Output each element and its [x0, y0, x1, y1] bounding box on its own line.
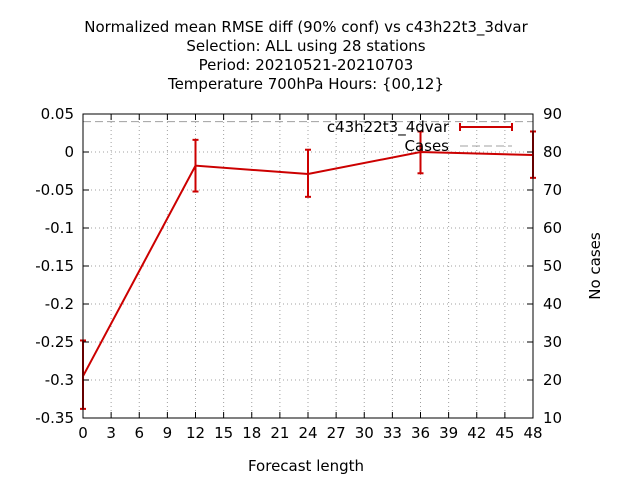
y-tick-label: -0.15: [35, 257, 74, 275]
x-tick-label: 6: [134, 424, 144, 442]
x-tick-label: 0: [78, 424, 88, 442]
y-tick-label: -0.2: [45, 295, 74, 313]
x-tick-label: 27: [327, 424, 346, 442]
y2-tick-label: 20: [543, 371, 562, 389]
y-tick-label: -0.1: [45, 219, 74, 237]
y-tick-label: -0.05: [35, 181, 74, 199]
x-tick-label: 48: [523, 424, 542, 442]
x-tick-label: 39: [439, 424, 458, 442]
x-tick-label: 30: [355, 424, 374, 442]
title-line: Temperature 700hPa Hours: {00,12}: [167, 75, 444, 93]
x-tick-label: 21: [270, 424, 289, 442]
x-tick-label: 24: [298, 424, 317, 442]
y-axis-left: 0.05 0 -0.05 -0.1 -0.15 -0.2 -0.25 -0.3 -0.35: [35, 105, 89, 427]
x-tick-label: 15: [214, 424, 233, 442]
y2-tick-label: 50: [543, 257, 562, 275]
title-line: Period: 20210521-20210703: [199, 56, 414, 74]
y2-tick-label: 10: [543, 409, 562, 427]
y-axis-right: 90 80 70 60 50 40 30 20 10: [527, 105, 562, 427]
y2-tick-label: 30: [543, 333, 562, 351]
x-tick-label: 3: [106, 424, 116, 442]
y-tick-label: 0.05: [41, 105, 74, 123]
chart-title: Normalized mean RMSE diff (90% conf) vs …: [84, 18, 528, 93]
x-tick-label: 45: [495, 424, 514, 442]
x-axis: 0 3 6 9 12 15 18 21 24 27 30 33 36 39 42 45 48: [78, 114, 543, 442]
y-tick-label: 0: [64, 143, 74, 161]
x-axis-label: Forecast length: [248, 457, 364, 475]
y-tick-label: -0.3: [45, 371, 74, 389]
x-tick-label: 42: [467, 424, 486, 442]
y-tick-label: -0.35: [35, 409, 74, 427]
y2-tick-label: 80: [543, 143, 562, 161]
legend-label: Cases: [404, 137, 449, 155]
title-line: Selection: ALL using 28 stations: [186, 37, 425, 55]
x-tick-label: 18: [242, 424, 261, 442]
x-tick-label: 33: [383, 424, 402, 442]
x-tick-label: 9: [163, 424, 173, 442]
right-axis-label: No cases: [586, 232, 604, 300]
series-layer: [80, 121, 536, 410]
y2-tick-label: 70: [543, 181, 562, 199]
y2-tick-label: 60: [543, 219, 562, 237]
legend-label: c43h22t3_4dvar: [327, 118, 450, 137]
y2-tick-label: 90: [543, 105, 562, 123]
y2-tick-label: 40: [543, 295, 562, 313]
x-tick-label: 12: [186, 424, 205, 442]
title-line: Normalized mean RMSE diff (90% conf) vs …: [84, 18, 528, 37]
y-tick-label: -0.25: [35, 333, 74, 351]
x-tick-label: 36: [411, 424, 430, 442]
